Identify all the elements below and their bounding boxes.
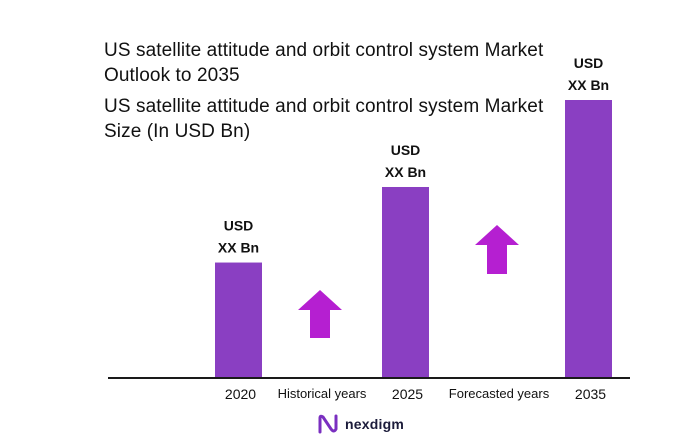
arrows-layer bbox=[298, 225, 519, 338]
x-tick-label-2035: 2035 bbox=[575, 386, 606, 402]
data-label-2025-line2: XX Bn bbox=[385, 164, 426, 180]
nexdigm-logo-icon bbox=[318, 414, 338, 434]
period-label-1: Historical years bbox=[278, 386, 367, 401]
data-label-2020-line1: USD bbox=[224, 218, 254, 234]
bar-2025 bbox=[382, 186, 429, 377]
growth-arrow-historical bbox=[298, 290, 342, 338]
chart-subtitle: US satellite attitude and orbit control … bbox=[104, 96, 544, 142]
x-tick-label-2025: 2025 bbox=[392, 386, 423, 402]
growth-arrow-forecast bbox=[475, 225, 519, 274]
data-label-2025-line1: USD bbox=[391, 142, 421, 158]
chart-titles: US satellite attitude and orbit control … bbox=[104, 38, 564, 144]
x-tick-label-2020: 2020 bbox=[225, 386, 256, 402]
period-label-2: Forecasted years bbox=[449, 386, 550, 401]
data-label-2020-line2: XX Bn bbox=[218, 240, 259, 256]
labels-layer: USD XX Bn 2020 USD XX Bn 2025 USD XX Bn 2035 Hist… bbox=[218, 55, 609, 402]
brand-logo: nexdigm bbox=[318, 414, 404, 434]
bar-2020 bbox=[215, 262, 262, 377]
data-label-2035-line2: XX Bn bbox=[568, 77, 609, 93]
bar-2035 bbox=[565, 100, 612, 377]
chart-title: US satellite attitude and orbit control … bbox=[104, 40, 544, 86]
bars-layer bbox=[215, 100, 612, 377]
data-label-2035-line1: USD bbox=[574, 55, 604, 71]
brand-name: nexdigm bbox=[345, 416, 404, 432]
